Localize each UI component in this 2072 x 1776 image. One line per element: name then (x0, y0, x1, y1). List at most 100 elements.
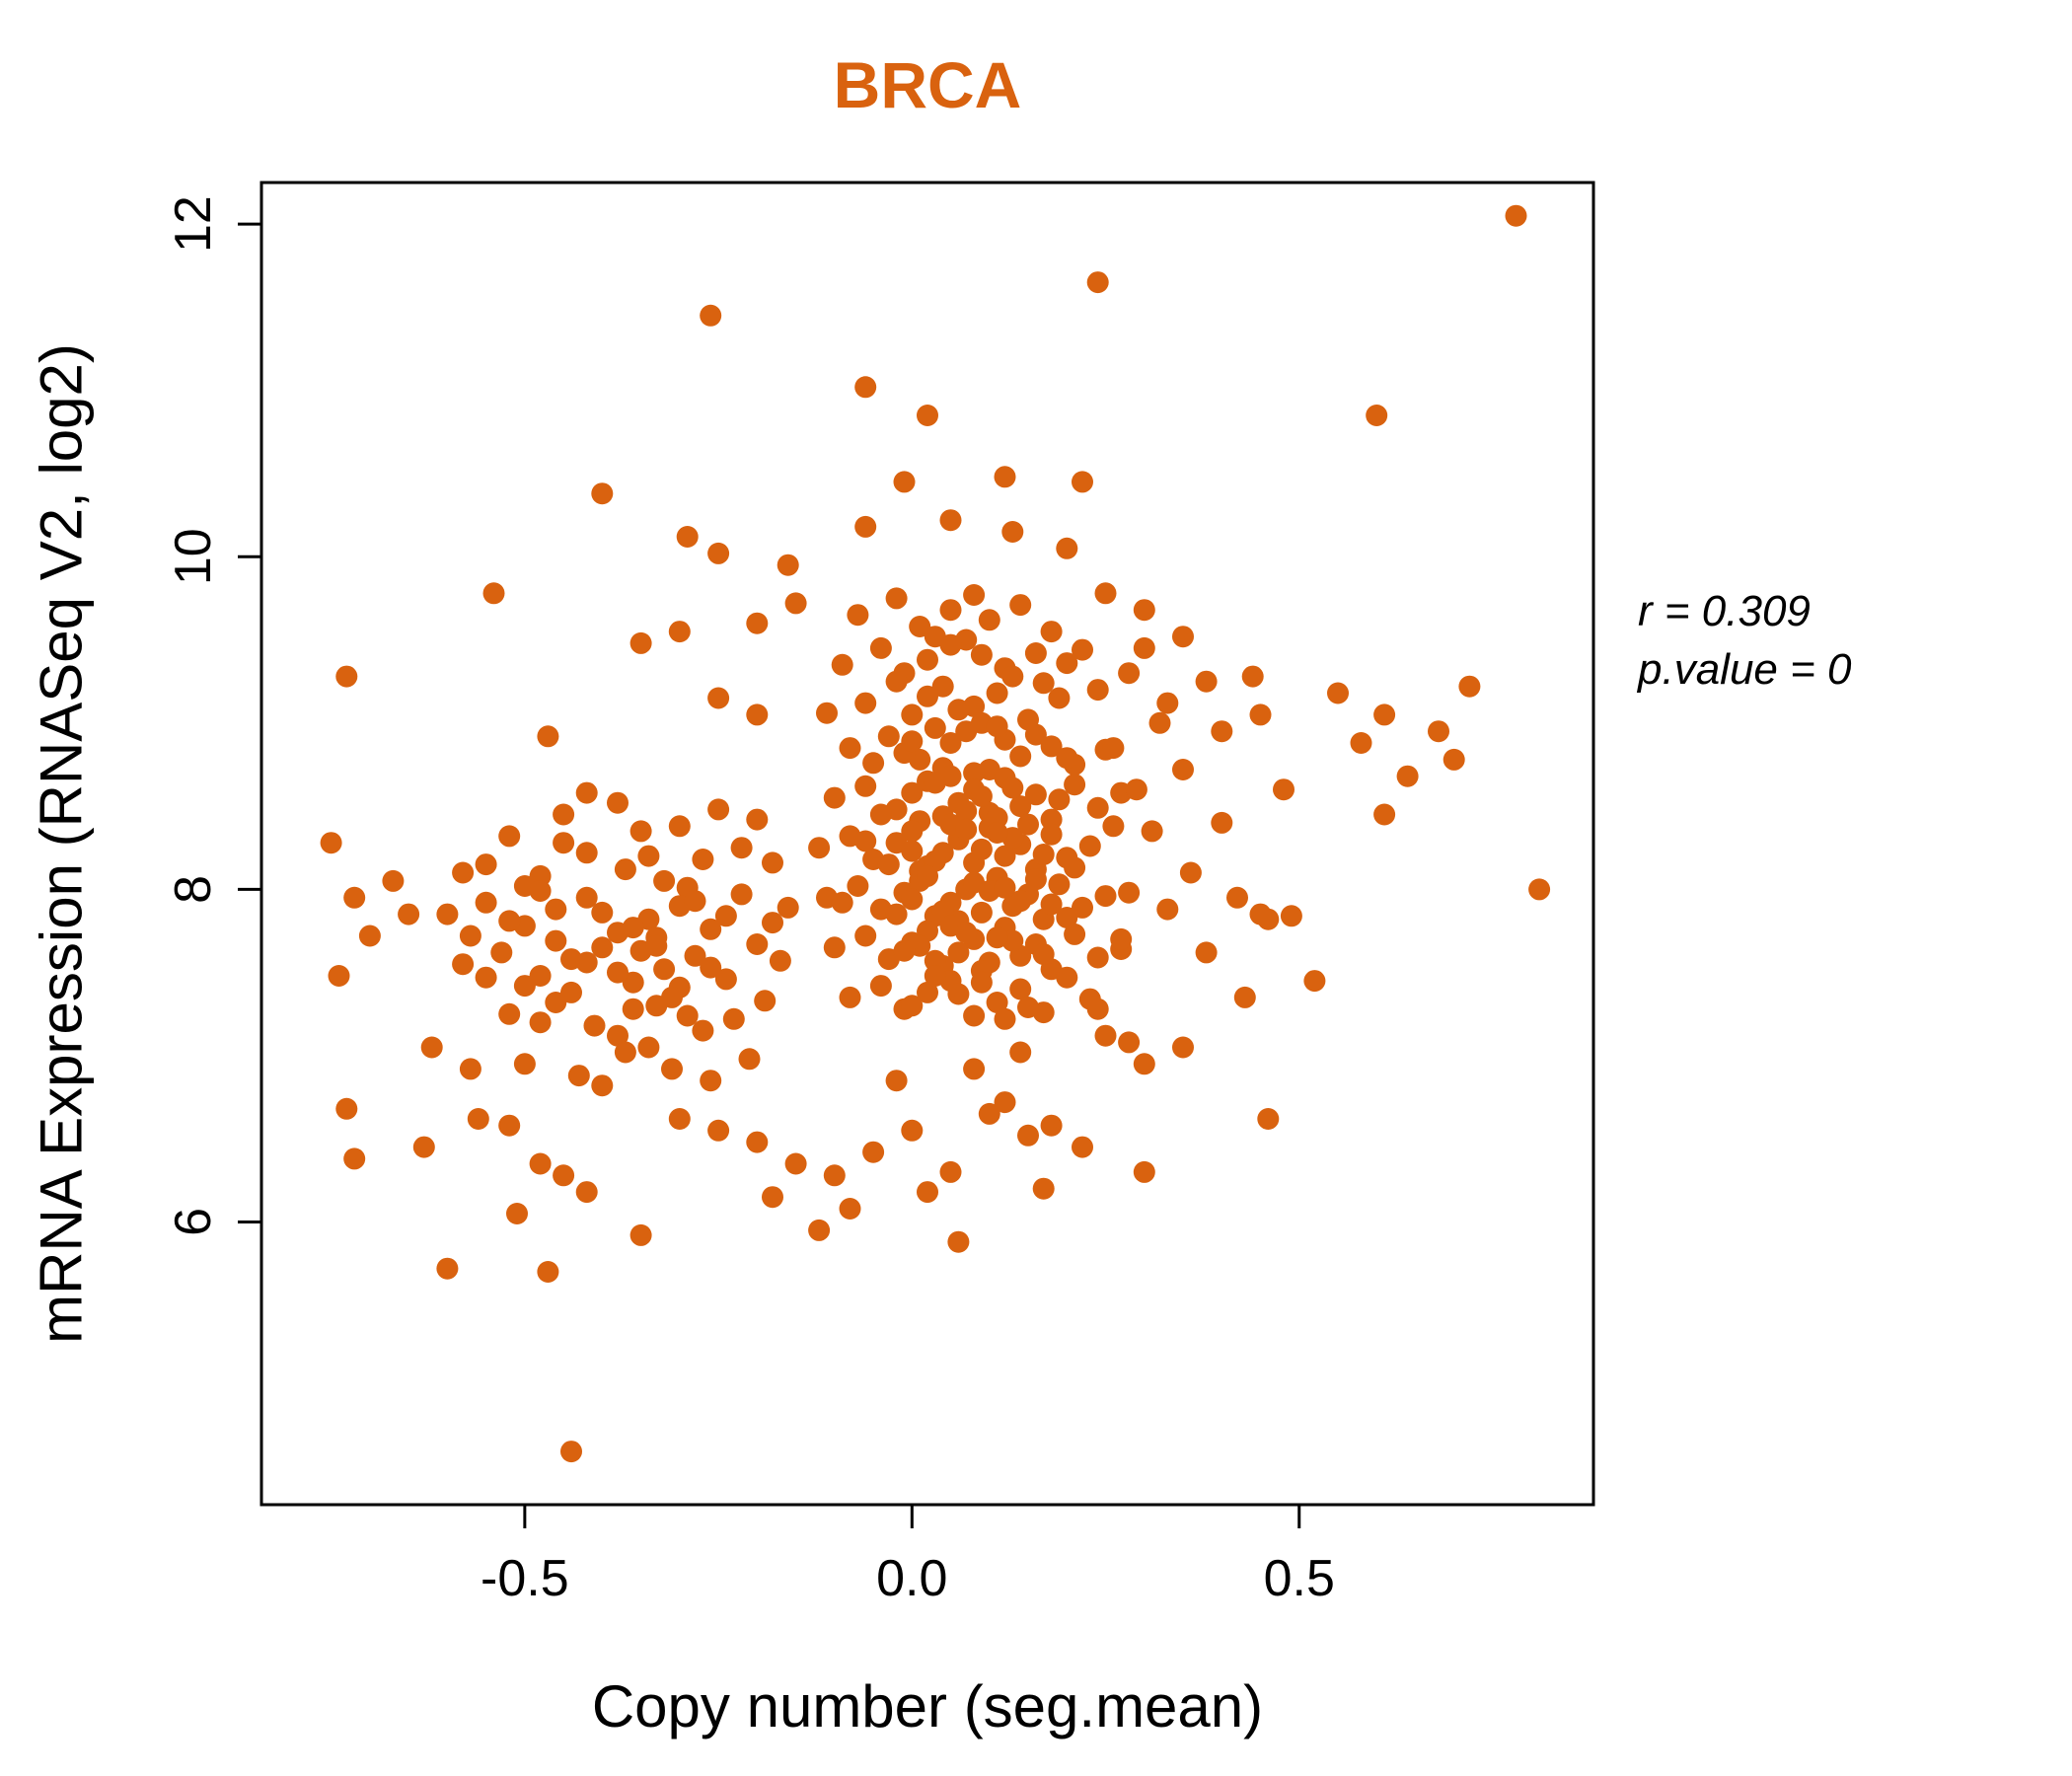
data-point (978, 1102, 1000, 1125)
plot-border (259, 181, 1595, 1507)
data-point (1032, 844, 1055, 865)
data-point (637, 1036, 660, 1059)
data-point (854, 515, 877, 538)
data-point (730, 883, 753, 906)
data-point (707, 687, 730, 709)
data-point (1458, 675, 1481, 698)
data-point (970, 971, 993, 994)
data-point (994, 845, 1016, 867)
data-point (917, 1181, 938, 1204)
data-point (986, 682, 1008, 704)
x-axis-title: Copy number (seg.mean) (591, 1673, 1264, 1739)
data-point (901, 703, 924, 726)
data-point (901, 730, 924, 753)
data-point (653, 869, 676, 892)
data-point (498, 1002, 521, 1025)
data-point (1086, 679, 1109, 702)
data-point (924, 965, 946, 987)
y-tick-label: 12 (165, 195, 222, 253)
data-point (746, 1131, 769, 1153)
data-point (575, 1181, 598, 1204)
data-point (459, 925, 481, 947)
data-point (614, 858, 636, 881)
data-point (955, 720, 978, 743)
data-point (1040, 808, 1063, 831)
data-point (1233, 986, 1256, 1008)
data-point (1040, 621, 1063, 643)
data-point (553, 832, 575, 854)
data-point (1017, 997, 1039, 1018)
data-point (869, 975, 892, 998)
data-point (684, 890, 706, 913)
data-point (762, 851, 783, 874)
data-point (1024, 783, 1047, 806)
data-point (1040, 823, 1063, 846)
data-point (901, 840, 924, 862)
data-point (553, 803, 575, 826)
data-point (784, 1152, 807, 1175)
data-point (869, 636, 892, 659)
data-point (978, 609, 1000, 631)
data-point (970, 838, 993, 860)
data-point (994, 1091, 1016, 1114)
data-point (854, 376, 877, 399)
data-point (545, 992, 567, 1013)
data-point (1086, 796, 1109, 819)
data-point (467, 1108, 489, 1130)
data-point (777, 896, 799, 919)
data-point (1133, 636, 1155, 659)
data-point (1133, 1160, 1155, 1183)
data-point (1056, 652, 1078, 675)
data-point (629, 820, 652, 843)
data-point (869, 803, 892, 826)
data-point (1072, 896, 1093, 919)
data-point (1118, 662, 1141, 685)
data-point (1032, 943, 1055, 966)
data-point (653, 958, 676, 981)
data-point (684, 944, 706, 967)
p-value-text: p.value = 0 (1638, 645, 1852, 695)
data-point (854, 692, 877, 714)
data-point (475, 966, 497, 989)
data-point (498, 825, 521, 848)
data-point (777, 554, 799, 576)
data-point (917, 405, 938, 426)
data-point (575, 951, 598, 974)
data-point (1366, 405, 1388, 426)
data-point (328, 965, 350, 987)
data-point (714, 905, 737, 927)
chart-title: BRCA (833, 48, 1022, 121)
data-point (947, 699, 970, 721)
data-point (529, 880, 552, 902)
data-point (553, 1164, 575, 1187)
data-point (970, 643, 993, 666)
data-point (1024, 723, 1047, 746)
data-point (343, 886, 366, 909)
data-point (529, 864, 552, 887)
data-point (862, 752, 885, 775)
data-point (831, 891, 853, 914)
data-point (1141, 820, 1163, 843)
data-point (529, 1011, 552, 1034)
data-point (839, 737, 861, 760)
data-point (1327, 682, 1349, 704)
data-point (730, 837, 753, 859)
data-point (1226, 886, 1248, 909)
data-point (970, 785, 993, 807)
data-point (854, 775, 877, 797)
data-point (722, 1007, 745, 1030)
data-point (700, 956, 722, 979)
data-point (746, 612, 769, 634)
data-point (1001, 777, 1024, 799)
data-point (1040, 1114, 1063, 1137)
data-point (986, 822, 1008, 844)
data-point (1017, 1124, 1039, 1147)
data-point (412, 1136, 435, 1158)
data-point (947, 1230, 970, 1253)
data-point (645, 934, 668, 957)
data-point (847, 604, 869, 627)
data-point (498, 910, 521, 932)
data-point (762, 1186, 783, 1209)
data-point (839, 986, 861, 1008)
data-point (854, 830, 877, 852)
